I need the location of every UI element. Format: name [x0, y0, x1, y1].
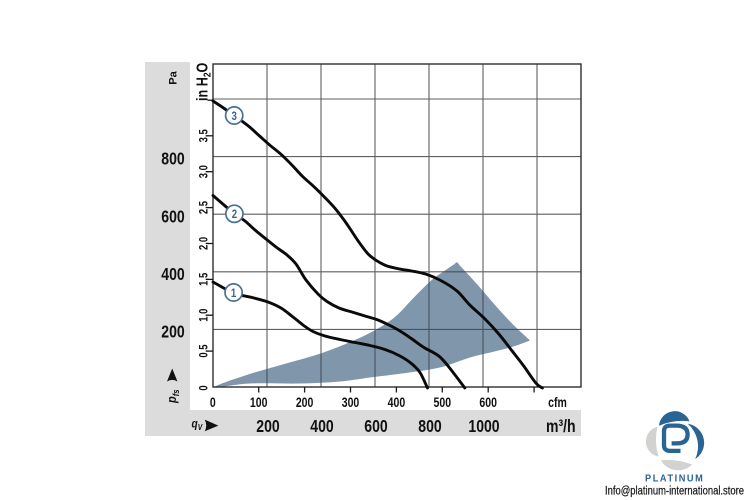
- svg-text:200: 200: [256, 416, 279, 436]
- svg-text:Info@platinum-international.st: Info@platinum-international.store: [605, 485, 744, 498]
- svg-text:800: 800: [161, 149, 184, 169]
- svg-text:800: 800: [418, 416, 441, 436]
- svg-text:400: 400: [161, 264, 184, 284]
- svg-text:600: 600: [479, 395, 497, 411]
- svg-text:100: 100: [250, 395, 268, 411]
- svg-text:3,5: 3,5: [197, 129, 210, 142]
- svg-text:0: 0: [197, 385, 210, 390]
- svg-text:1,5: 1,5: [197, 273, 210, 286]
- svg-text:400: 400: [388, 395, 406, 411]
- svg-text:m³/h: m³/h: [546, 416, 576, 436]
- svg-text:PLATINUM: PLATINUM: [645, 473, 704, 484]
- svg-text:600: 600: [161, 207, 184, 227]
- svg-text:200: 200: [296, 395, 314, 411]
- svg-text:3: 3: [232, 110, 237, 123]
- svg-text:0,5: 0,5: [197, 344, 210, 357]
- svg-text:Pa: Pa: [168, 70, 180, 84]
- svg-text:1000: 1000: [468, 416, 499, 436]
- svg-text:3,0: 3,0: [197, 165, 210, 178]
- svg-text:2: 2: [232, 208, 237, 221]
- svg-text:0: 0: [210, 395, 216, 411]
- svg-text:2,0: 2,0: [197, 237, 210, 250]
- svg-text:300: 300: [342, 395, 360, 411]
- svg-text:400: 400: [310, 416, 333, 436]
- svg-text:600: 600: [364, 416, 387, 436]
- svg-text:200: 200: [161, 322, 184, 342]
- svg-text:1,0: 1,0: [197, 309, 210, 322]
- svg-text:pfs: pfs: [164, 389, 181, 404]
- svg-text:qV: qV: [192, 418, 204, 432]
- svg-text:in H2O: in H2O: [194, 63, 214, 101]
- svg-text:2,5: 2,5: [197, 201, 210, 214]
- svg-text:500: 500: [434, 395, 452, 411]
- svg-text:cfm: cfm: [548, 395, 567, 411]
- svg-text:1: 1: [231, 287, 236, 300]
